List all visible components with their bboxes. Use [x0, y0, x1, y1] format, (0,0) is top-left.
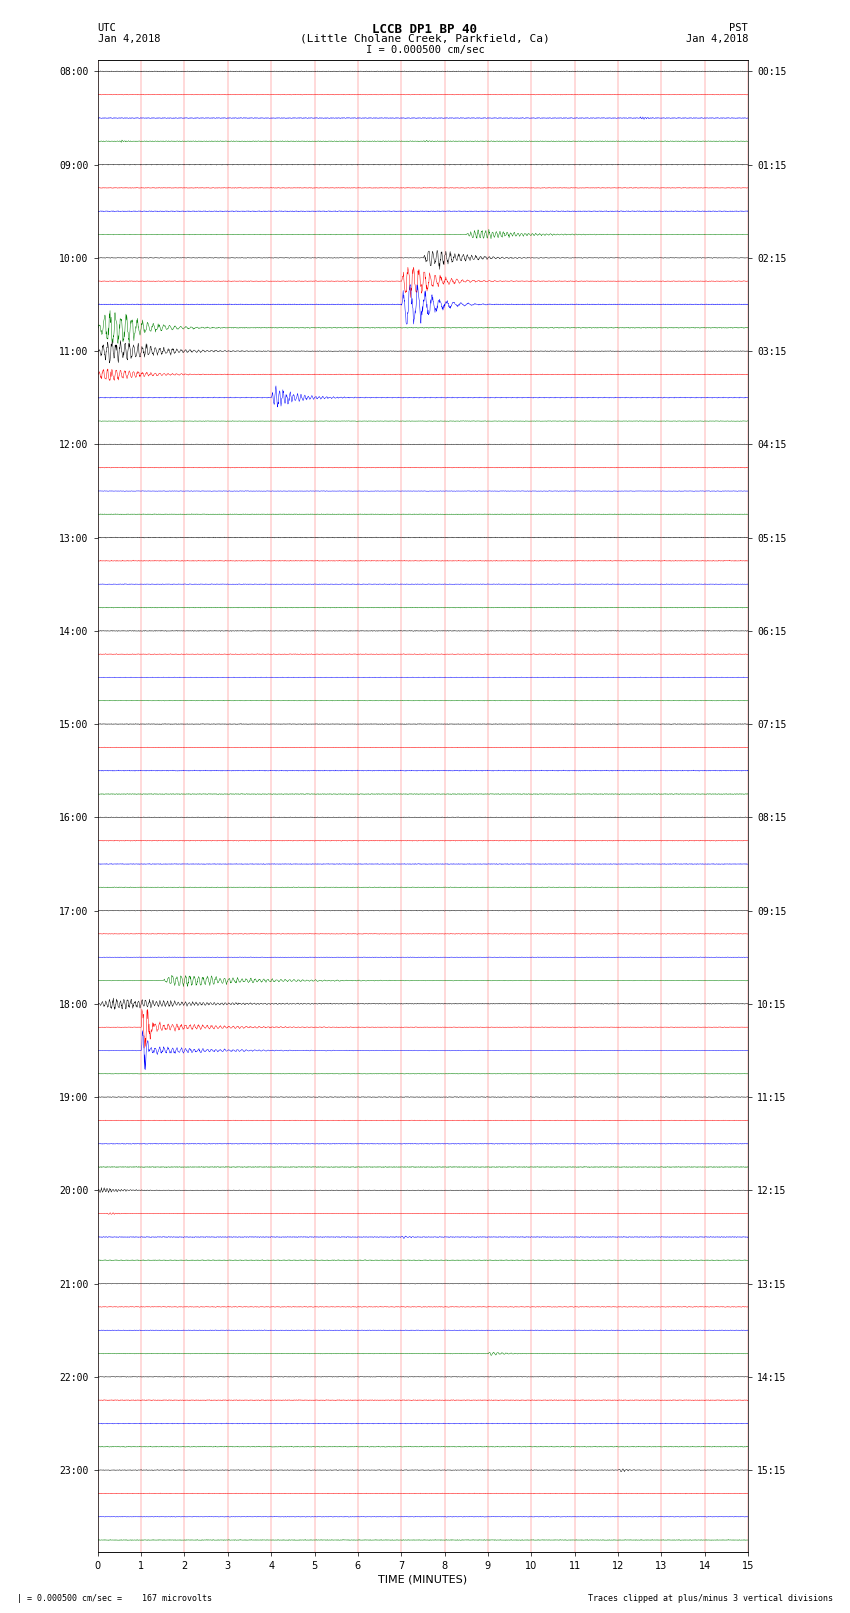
Text: Jan 4,2018: Jan 4,2018 [98, 34, 161, 44]
X-axis label: TIME (MINUTES): TIME (MINUTES) [378, 1574, 468, 1586]
Text: I = 0.000500 cm/sec: I = 0.000500 cm/sec [366, 45, 484, 55]
Text: Traces clipped at plus/minus 3 vertical divisions: Traces clipped at plus/minus 3 vertical … [588, 1594, 833, 1603]
Text: (Little Cholane Creek, Parkfield, Ca): (Little Cholane Creek, Parkfield, Ca) [300, 34, 550, 44]
Text: LCCB DP1 BP 40: LCCB DP1 BP 40 [372, 23, 478, 35]
Text: | = 0.000500 cm/sec =    167 microvolts: | = 0.000500 cm/sec = 167 microvolts [17, 1594, 212, 1603]
Text: Jan 4,2018: Jan 4,2018 [685, 34, 748, 44]
Text: PST: PST [729, 23, 748, 32]
Text: UTC: UTC [98, 23, 116, 32]
